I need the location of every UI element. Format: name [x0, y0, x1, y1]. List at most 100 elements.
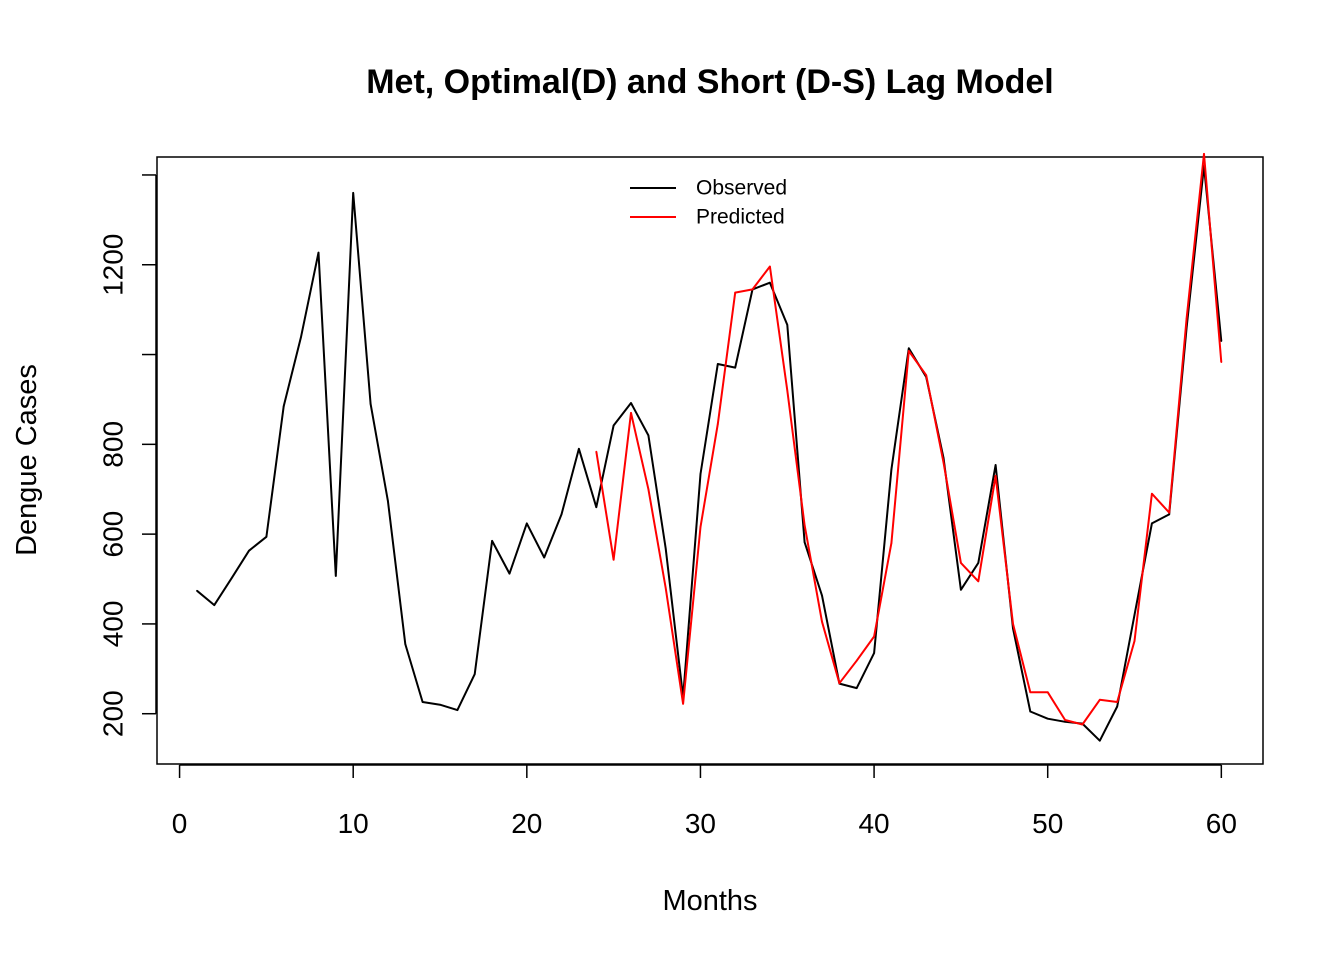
data-point: [682, 703, 684, 705]
data-point: [439, 703, 441, 706]
data-point: [1133, 614, 1136, 616]
data-point: [282, 405, 285, 407]
data-point: [456, 709, 459, 711]
data-point: [717, 363, 719, 365]
data-point: [612, 558, 615, 561]
series-layer: [196, 152, 1223, 742]
data-point: [421, 701, 424, 703]
data-point: [1098, 698, 1101, 701]
y-axis: 200 400 600 800 1200: [98, 174, 157, 737]
data-point: [890, 468, 893, 471]
data-point: [335, 575, 337, 577]
data-point: [786, 389, 789, 392]
data-point: [664, 547, 667, 550]
data-point: [196, 589, 198, 592]
data-point: [1168, 511, 1171, 514]
x-tick-label: 0: [172, 808, 188, 839]
data-point: [786, 324, 789, 326]
data-point: [873, 635, 875, 638]
data-point: [751, 288, 754, 291]
data-point: [994, 464, 997, 466]
data-point: [1116, 705, 1118, 708]
y-tick-label: 800: [98, 421, 129, 468]
data-point: [734, 291, 736, 294]
series-observed: [196, 165, 1223, 742]
data-point: [803, 524, 806, 526]
data-point: [647, 434, 650, 437]
series-line: [595, 152, 1223, 726]
chart-title: Met, Optimal(D) and Short (D-S) Lag Mode…: [366, 63, 1054, 101]
x-tick-label: 10: [338, 808, 369, 839]
data-point: [1151, 522, 1153, 525]
data-point: [717, 423, 719, 425]
data-point: [821, 620, 823, 623]
data-point: [1064, 720, 1066, 723]
data-point: [1133, 640, 1136, 642]
y-tick-label: 1200: [98, 234, 129, 296]
y-tick-label: 200: [98, 690, 129, 737]
data-point: [838, 682, 841, 684]
data-point: [1098, 739, 1101, 742]
data-point: [803, 541, 806, 544]
x-axis-label: Months: [662, 885, 757, 917]
legend-label: Predicted: [696, 206, 785, 229]
data-point: [855, 687, 858, 689]
series-predicted: [595, 152, 1223, 726]
data-point: [1185, 317, 1188, 320]
data-point: [1203, 153, 1205, 155]
data-point: [1012, 623, 1014, 625]
data-point: [1064, 719, 1066, 721]
data-point: [1046, 691, 1049, 693]
y-axis-label: Dengue Cases: [11, 364, 43, 556]
data-point: [699, 526, 702, 528]
data-point: [560, 513, 563, 516]
data-point: [491, 540, 493, 542]
x-tick-label: 30: [685, 808, 716, 839]
data-point: [595, 450, 598, 453]
data-point: [960, 589, 962, 591]
data-point: [595, 506, 598, 508]
data-point: [1116, 701, 1118, 703]
x-axis: 0 10 20 30 40 50 60: [172, 764, 1237, 839]
data-point: [908, 347, 910, 350]
data-point: [404, 643, 407, 645]
data-point: [769, 265, 771, 268]
data-point: [630, 402, 632, 404]
x-tick-label: 50: [1032, 808, 1063, 839]
data-point: [942, 461, 945, 464]
data-point: [369, 403, 372, 405]
data-point: [630, 412, 632, 414]
data-point: [387, 500, 389, 502]
data-point: [994, 474, 997, 477]
data-point: [352, 192, 354, 194]
data-point: [960, 562, 962, 564]
data-point: [248, 549, 250, 552]
x-tick-label: 40: [858, 808, 889, 839]
data-point: [1168, 513, 1171, 516]
data-point: [977, 580, 980, 583]
x-tick-label: 20: [511, 808, 542, 839]
data-point: [578, 448, 580, 450]
series-line: [196, 165, 1223, 742]
data-point: [1220, 361, 1223, 363]
legend-label: Observed: [696, 177, 787, 200]
plot-frame: [156, 156, 1264, 765]
data-point: [1029, 710, 1032, 713]
data-point: [821, 594, 823, 597]
data-point: [300, 335, 302, 338]
data-point: [473, 673, 476, 676]
data-point: [543, 556, 545, 559]
data-point: [977, 562, 980, 564]
data-point: [265, 536, 268, 538]
data-point: [612, 424, 615, 427]
y-tick-label: 400: [98, 601, 129, 648]
data-point: [1046, 717, 1049, 720]
data-point: [873, 652, 875, 654]
data-point: [1220, 340, 1223, 342]
data-point: [1081, 723, 1084, 726]
data-point: [230, 577, 233, 579]
data-point: [213, 604, 216, 606]
data-point: [699, 473, 702, 475]
data-point: [734, 366, 736, 369]
